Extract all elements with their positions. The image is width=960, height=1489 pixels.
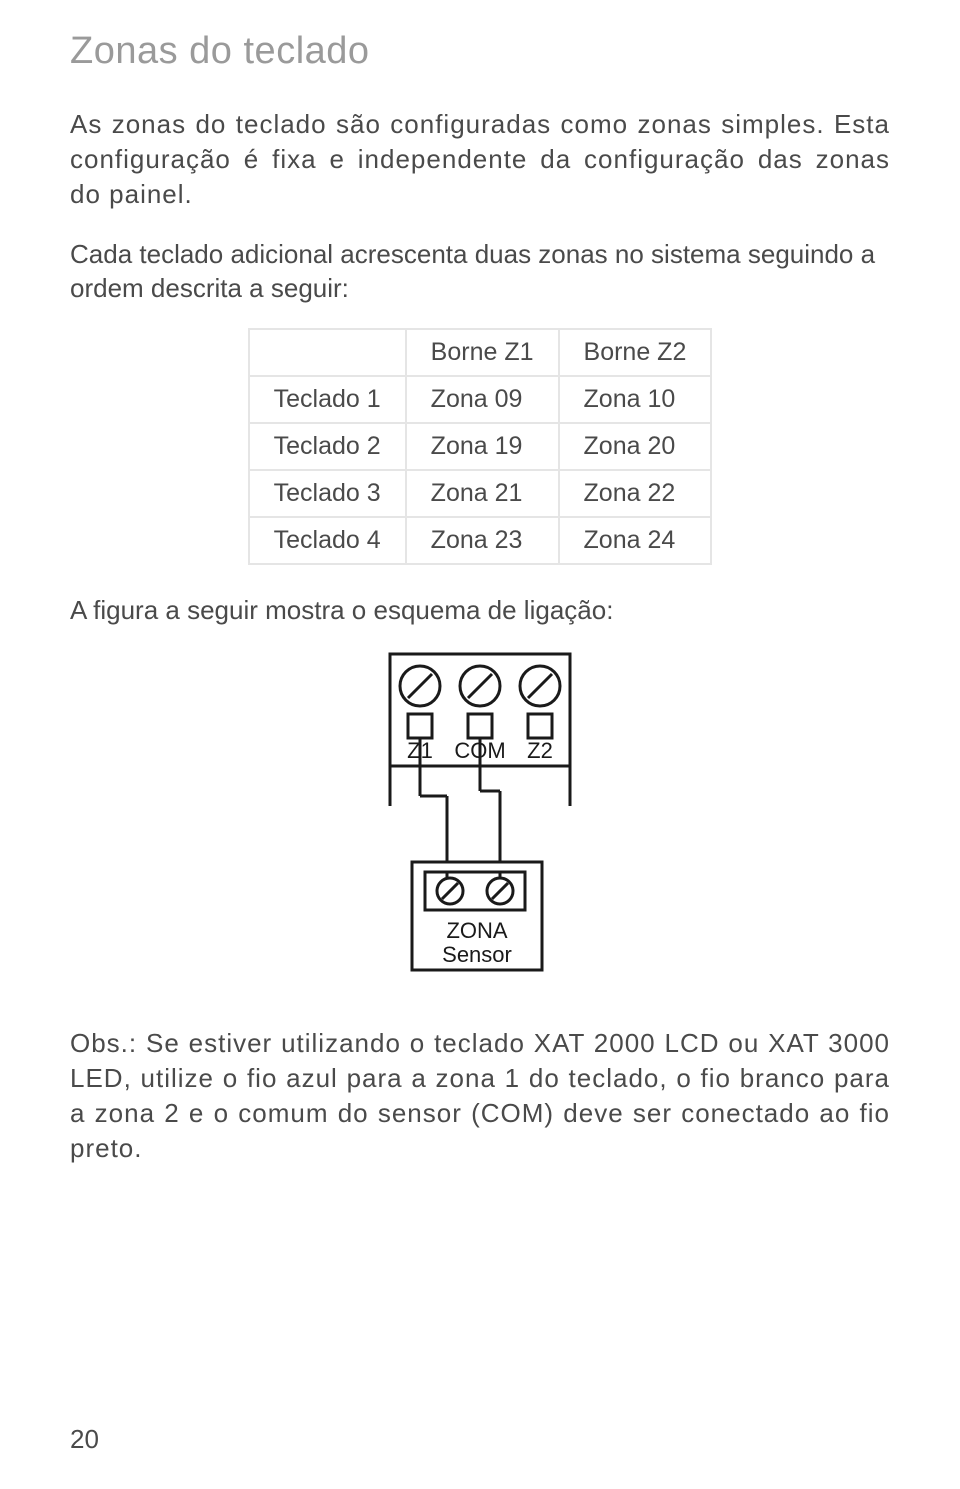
terminal-hole-rect — [528, 714, 552, 738]
table-cell: Teclado 4 — [249, 517, 406, 564]
table-cell: Zona 22 — [559, 470, 712, 517]
table-cell: Zona 19 — [406, 423, 559, 470]
table-row: Teclado 2 Zona 19 Zona 20 — [249, 423, 712, 470]
sensor-label-top: ZONA — [446, 918, 507, 943]
table-cell: Zona 24 — [559, 517, 712, 564]
terminal-label-z2: Z2 — [527, 738, 553, 763]
table-header-cell — [249, 329, 406, 376]
table-cell: Teclado 2 — [249, 423, 406, 470]
table-cell: Zona 09 — [406, 376, 559, 423]
table-cell: Zona 10 — [559, 376, 712, 423]
table-intro-paragraph: Cada teclado adicional acrescenta duas z… — [70, 238, 890, 306]
intro-paragraph: As zonas do teclado são configuradas com… — [70, 107, 890, 212]
wiring-diagram: Z1 COM Z2 ZONA Sensor — [70, 646, 890, 986]
table-row: Teclado 3 Zona 21 Zona 22 — [249, 470, 712, 517]
table-cell: Teclado 3 — [249, 470, 406, 517]
diagram-svg: Z1 COM Z2 ZONA Sensor — [350, 646, 610, 986]
figure-caption: A figura a seguir mostra o esquema de li… — [70, 595, 890, 626]
terminal-hole-rect — [468, 714, 492, 738]
table-header-row: Borne Z1 Borne Z2 — [249, 329, 712, 376]
table-header-cell: Borne Z1 — [406, 329, 559, 376]
terminal-hole-rect — [408, 714, 432, 738]
zones-table: Borne Z1 Borne Z2 Teclado 1 Zona 09 Zona… — [248, 328, 713, 565]
table-cell: Zona 23 — [406, 517, 559, 564]
table-cell: Zona 20 — [559, 423, 712, 470]
sensor-label-bottom: Sensor — [442, 942, 512, 967]
section-title: Zonas do teclado — [70, 30, 890, 73]
table-cell: Zona 21 — [406, 470, 559, 517]
observation-paragraph: Obs.: Se estiver utilizando o teclado XA… — [70, 1026, 890, 1166]
page-number: 20 — [70, 1424, 99, 1455]
table-row: Teclado 4 Zona 23 Zona 24 — [249, 517, 712, 564]
table-cell: Teclado 1 — [249, 376, 406, 423]
table-header-cell: Borne Z2 — [559, 329, 712, 376]
table-row: Teclado 1 Zona 09 Zona 10 — [249, 376, 712, 423]
